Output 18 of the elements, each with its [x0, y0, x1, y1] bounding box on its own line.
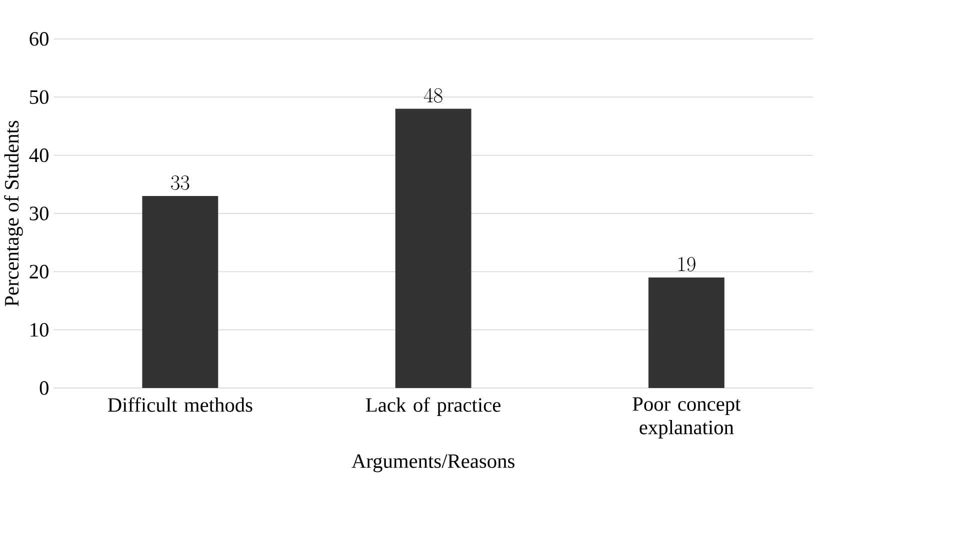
data-label: 19: [678, 257, 696, 272]
y-tick-label: 20: [30, 264, 48, 279]
x-tick-label: Difficult methods: [108, 397, 252, 412]
y-tick-label: 0: [40, 381, 48, 395]
bar: [648, 278, 724, 388]
y-tick-label: 30: [30, 206, 48, 220]
bar: [395, 108, 472, 388]
data-label: 33: [171, 176, 190, 190]
data-label: 48: [424, 88, 442, 103]
y-axis-title: Percentage of Students: [4, 120, 23, 306]
y-tick-label: 60: [30, 32, 48, 46]
x-axis-title: Arguments/Reasons: [352, 454, 514, 472]
x-tick-label: Lack of practice: [366, 397, 500, 416]
y-tick-label: 40: [29, 148, 48, 162]
y-tick-label: 10: [30, 323, 48, 337]
y-tick-label: 50: [30, 90, 48, 104]
x-tick-label: Poor concept explanation: [632, 397, 741, 439]
bar: [142, 196, 218, 388]
